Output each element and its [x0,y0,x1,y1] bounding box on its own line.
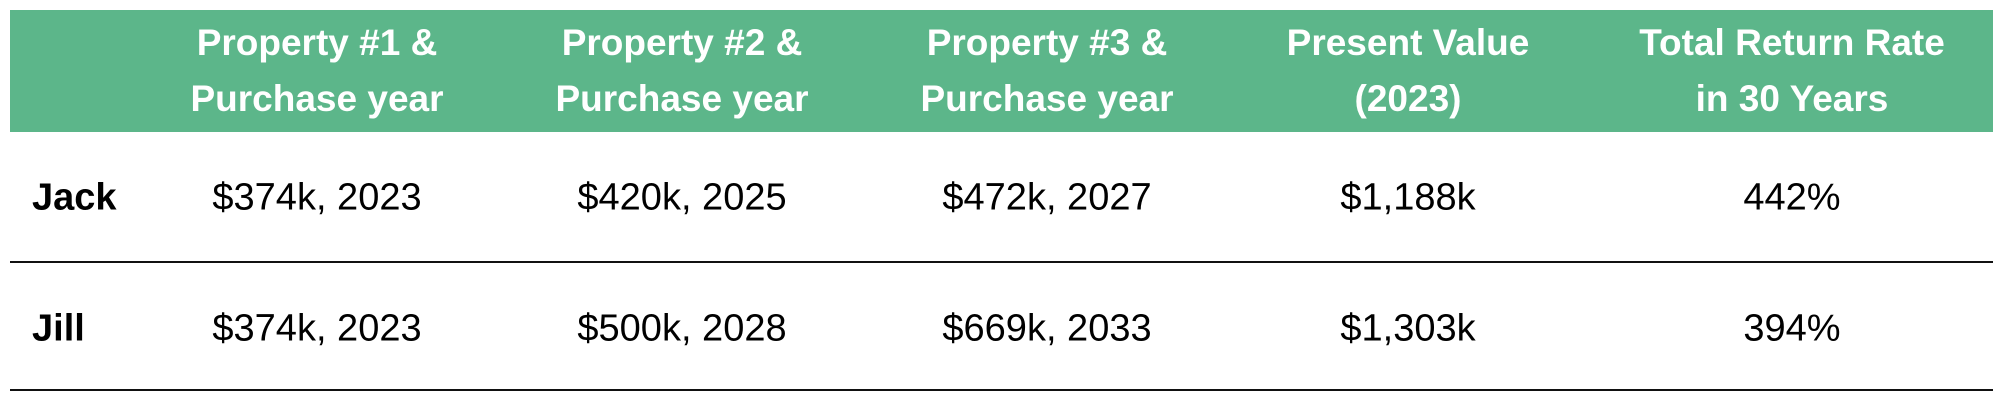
table-cell: $1,303k [1340,307,1476,350]
table-cell: $669k, 2033 [942,307,1152,350]
table-cell: $374k, 2023 [212,176,422,219]
table-cell: $1,188k [1340,176,1476,219]
table-cell: $472k, 2027 [942,176,1152,219]
header-band [10,10,1993,132]
header-line: in 30 Years [1695,78,1889,119]
header-line: Present Value [1286,22,1530,63]
column-header: Property #2 & Purchase year [555,15,808,127]
header-line: Purchase year [190,78,444,119]
header-line: Property #3 & [926,22,1168,63]
column-header: Present Value (2023) [1287,15,1530,127]
header-line: (2023) [1354,78,1462,119]
column-header: Property #1 & Purchase year [190,15,443,127]
table-cell: $420k, 2025 [577,176,787,219]
header-line: Property #2 & [561,22,803,63]
table-cell: $374k, 2023 [212,307,422,350]
row-divider [10,389,1993,391]
table-cell: 442% [1743,176,1841,219]
row-label: Jack [32,176,117,219]
row-label: Jill [32,307,85,350]
header-line: Property #1 & [196,22,438,63]
header-line: Total Return Rate [1639,22,1945,63]
column-header: Total Return Rate in 30 Years [1639,15,1945,127]
table-cell: $500k, 2028 [577,307,787,350]
header-line: Purchase year [920,78,1174,119]
header-line: Purchase year [555,78,809,119]
column-header: Property #3 & Purchase year [920,15,1173,127]
row-divider [10,261,1993,263]
table-cell: 394% [1743,307,1841,350]
